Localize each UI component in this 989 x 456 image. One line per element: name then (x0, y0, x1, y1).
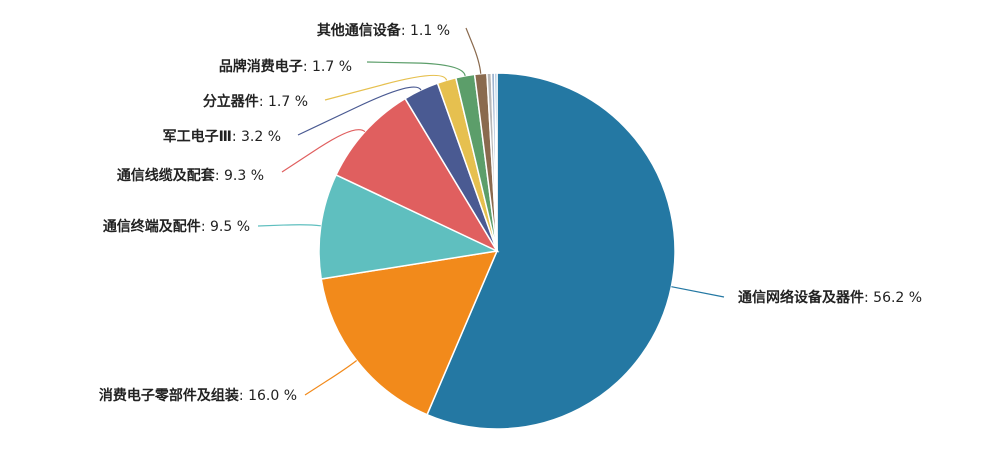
slice-label-5: 军工电子Ⅲ: 3.2 % (163, 128, 281, 145)
pie-slice-2 (320, 250, 499, 416)
slice-label-7: 品牌消费电子: 1.7 % (219, 58, 352, 75)
pie-slice-4 (335, 97, 499, 253)
pie-slice-3 (318, 173, 500, 280)
slice-label-3: 通信终端及配件: 9.5 % (103, 218, 250, 235)
slice-label-8: 其他通信设备: 1.1 % (317, 22, 450, 39)
pie-slice-11 (493, 72, 498, 252)
slice-label-6: 分立器件: 1.7 % (203, 93, 308, 110)
leader-line-3 (257, 224, 321, 227)
leader-line-1 (671, 286, 725, 298)
pie-slice-1 (426, 72, 676, 430)
slice-label-4: 通信线缆及配套: 9.3 % (117, 167, 264, 184)
slice-label-1: 通信网络设备及器件: 56.2 % (738, 289, 922, 306)
leader-line-7 (366, 61, 466, 77)
slice-labels: 通信网络设备及器件: 56.2 % 消费电子零部件及组装: 16.0 % 通信终端及… (99, 22, 922, 404)
leader-line-8 (465, 27, 482, 74)
leader-line-4 (281, 129, 366, 173)
leader-line-5 (297, 86, 422, 136)
leader-line-6 (324, 74, 448, 101)
pie-slices (318, 72, 676, 430)
leader-lines (257, 27, 725, 396)
slice-label-2: 消费电子零部件及组装: 16.0 % (99, 387, 297, 404)
leader-line-2 (304, 359, 358, 396)
